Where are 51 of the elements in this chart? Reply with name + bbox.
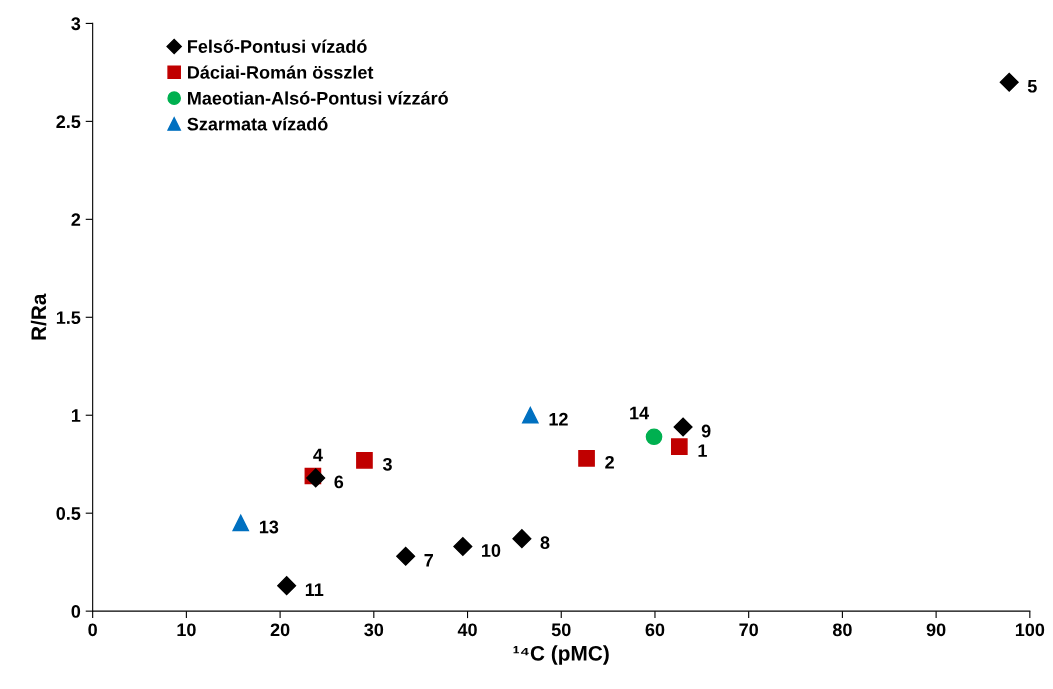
point [453, 536, 473, 557]
legend-label: Dáciai-Román összlet [188, 65, 374, 79]
point [512, 529, 532, 549]
point [999, 72, 1019, 92]
annotation: 3 [382, 457, 392, 471]
y-tick-label: 2.5 [56, 115, 81, 129]
annotation: 7 [424, 554, 433, 567]
annotation: 10 [482, 544, 501, 557]
point [232, 514, 250, 532]
y-tick-label: 3 [71, 17, 81, 31]
x-tick-label: 50 [551, 623, 571, 637]
y-axis-title: R/Ra [30, 293, 47, 340]
point [277, 576, 297, 596]
x-tick-label: 0 [88, 623, 97, 637]
point [356, 451, 373, 469]
x-tick-label: 90 [926, 623, 946, 637]
point [645, 428, 663, 446]
y-tick-label: 1.5 [56, 311, 81, 324]
point [521, 406, 539, 424]
point [396, 546, 416, 566]
point [306, 468, 326, 488]
x-tick-label: 100 [1015, 623, 1045, 637]
annotation: 9 [701, 424, 711, 438]
legend-label: Felső-Pontusi vízadó [188, 39, 367, 53]
annotation: 8 [540, 536, 550, 550]
y-tick-label: 0.5 [56, 507, 81, 520]
point [578, 450, 595, 467]
y-tick-label: 2 [71, 213, 81, 226]
x-tick-label: 20 [270, 623, 290, 637]
y-tick-label: 0 [71, 605, 81, 618]
x-tick-label: 30 [364, 623, 384, 637]
x-tick-label: 70 [739, 623, 758, 637]
x-tick-label: 60 [645, 623, 665, 637]
point [673, 417, 693, 437]
y-tick-label: 1 [71, 409, 81, 422]
legend-label: Szarmata vízadó [187, 117, 328, 131]
annotation: 6 [334, 475, 344, 489]
legend-label: Maeotian-Alsó-Pontusi vízzáró [188, 91, 448, 105]
annotation: 2 [605, 455, 614, 469]
x-tick-label: 80 [832, 623, 852, 637]
annotation: 5 [1027, 80, 1037, 93]
annotation: 14 [630, 406, 650, 420]
x-tick-label: 40 [457, 623, 477, 637]
x-tick-label: 10 [177, 623, 196, 637]
point [670, 438, 688, 455]
annotation: 12 [549, 412, 568, 426]
x-axis-title: ¹⁴C (pMC) [513, 645, 609, 665]
annotation: 13 [259, 520, 279, 534]
annotation: 11 [305, 583, 324, 596]
annotation: 1 [698, 444, 707, 457]
annotation: 4 [313, 448, 323, 462]
